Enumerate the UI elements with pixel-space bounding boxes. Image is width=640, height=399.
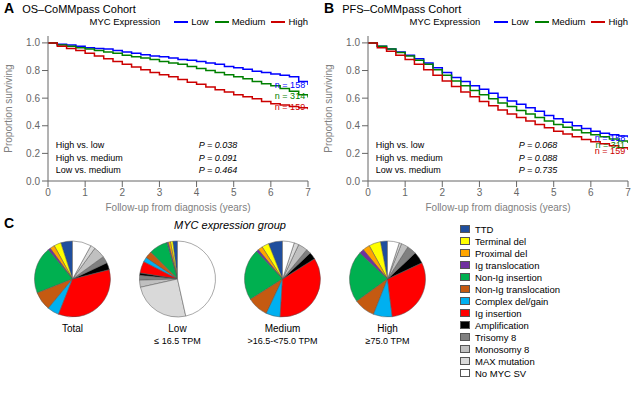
html-text:MYC expression group: MYC expression group (174, 219, 286, 231)
html-text:Terminal del: Terminal del (475, 235, 527, 247)
html-text:Ig translocation: Ig translocation (475, 259, 540, 271)
svg-text:0: 0 (365, 187, 371, 198)
html-text:OS–CoMMpass Cohort: OS–CoMMpass Cohort (22, 3, 136, 15)
svg-text:0.6: 0.6 (26, 93, 40, 104)
html-text:Total: Total (61, 323, 84, 334)
html-text:High vs. low: High vs. low (375, 140, 425, 151)
html-text:Medium: Medium (264, 323, 301, 334)
svg-text:0.4: 0.4 (26, 120, 40, 131)
html-text:Ig insertion: Ig insertion (475, 307, 522, 319)
html-text:P = 0.068: P = 0.068 (518, 140, 558, 151)
svg-text:3: 3 (477, 187, 483, 198)
html-text:C: C (4, 215, 15, 231)
html-text:Low: Low (191, 16, 209, 27)
html-text:≥75.0 TPM: ≥75.0 TPM (365, 336, 410, 346)
svg-text:2: 2 (120, 187, 126, 198)
html-text:Low vs. medium: Low vs. medium (375, 165, 441, 175)
html-text:Complex del/gain: Complex del/gain (475, 295, 549, 307)
html-text:PFS–CoMMpass Cohort: PFS–CoMMpass Cohort (342, 3, 462, 15)
svg-text:Proportion surviving: Proportion surviving (323, 64, 334, 152)
svg-text:Proportion surviving: Proportion surviving (3, 64, 14, 152)
html-text:B: B (324, 0, 335, 16)
html-text:MAX mutation: MAX mutation (475, 355, 535, 367)
html-text:Medium: Medium (551, 16, 586, 27)
html-text:High vs. medium: High vs. medium (55, 152, 123, 163)
html-text:High: High (288, 16, 308, 27)
html-text:P = 0.088: P = 0.088 (518, 152, 558, 163)
html-text:A: A (4, 0, 15, 16)
html-text:Low: Low (168, 323, 187, 334)
svg-text:7: 7 (305, 187, 311, 198)
html-text:High vs. medium: High vs. medium (375, 152, 443, 163)
html-text:P = 0.091: P = 0.091 (198, 152, 238, 163)
svg-text:0.0: 0.0 (346, 176, 360, 187)
svg-text:Follow-up from diagnosis (year: Follow-up from diagnosis (years) (425, 202, 570, 213)
svg-text:5: 5 (231, 187, 237, 198)
html-text:P = 0.038: P = 0.038 (198, 140, 238, 151)
svg-text:7: 7 (625, 187, 631, 198)
svg-text:0.4: 0.4 (346, 120, 360, 131)
svg-text:0.2: 0.2 (26, 148, 40, 159)
svg-text:6: 6 (268, 187, 274, 198)
html-text:P = 0.464: P = 0.464 (198, 165, 238, 175)
svg-text:Follow-up from diagnosis (year: Follow-up from diagnosis (years) (105, 202, 250, 213)
html-text:High: High (377, 323, 398, 334)
svg-text:n = 311: n = 311 (595, 139, 626, 150)
html-text:>16.5-<75.0 TPM: >16.5-<75.0 TPM (247, 336, 318, 346)
svg-text:n = 159: n = 159 (275, 102, 305, 112)
svg-text:0.6: 0.6 (346, 93, 360, 104)
html-text:Monosomy 8: Monosomy 8 (475, 343, 530, 355)
html-text:High: High (608, 16, 628, 27)
svg-text:n = 159: n = 159 (595, 146, 625, 156)
svg-text:5: 5 (551, 187, 557, 198)
html-text:MYC Expression: MYC Expression (409, 16, 481, 27)
svg-text:4: 4 (514, 187, 520, 198)
html-text:Trisomy 8: Trisomy 8 (475, 331, 517, 343)
svg-text:1.0: 1.0 (26, 37, 40, 48)
html-text:Medium: Medium (231, 16, 266, 27)
html-text:P = 0.735: P = 0.735 (518, 165, 558, 175)
svg-text:4: 4 (194, 187, 200, 198)
svg-text:0.2: 0.2 (346, 148, 360, 159)
svg-text:0: 0 (45, 187, 51, 198)
svg-text:2: 2 (440, 187, 446, 198)
html-text:Amplification: Amplification (475, 319, 529, 331)
html-text:Low vs. medium: Low vs. medium (55, 165, 121, 175)
svg-text:n = 158: n = 158 (275, 80, 305, 90)
html-text:Low: Low (511, 16, 529, 27)
svg-text:n = 314: n = 314 (275, 91, 305, 101)
svg-text:1: 1 (82, 187, 88, 198)
svg-text:3: 3 (157, 187, 163, 198)
html-text:≤ 16.5 TPM: ≤ 16.5 TPM (154, 336, 201, 346)
svg-text:6: 6 (588, 187, 594, 198)
html-text:MYC Expression: MYC Expression (89, 16, 161, 27)
html-text:High vs. low: High vs. low (55, 140, 105, 151)
svg-text:0.8: 0.8 (26, 65, 40, 76)
svg-text:1: 1 (402, 187, 408, 198)
svg-text:0.0: 0.0 (26, 176, 40, 187)
html-text:No MYC SV: No MYC SV (475, 367, 527, 379)
html-text:Non-Ig insertion: Non-Ig insertion (475, 271, 543, 283)
svg-text:0.8: 0.8 (346, 65, 360, 76)
svg-text:1.0: 1.0 (346, 37, 360, 48)
svg-text:n = 158: n = 158 (594, 133, 626, 144)
html-text:Proximal del: Proximal del (475, 247, 528, 259)
html-text:Non-Ig translocation: Non-Ig translocation (475, 283, 560, 295)
html-text:TTD: TTD (475, 223, 494, 235)
